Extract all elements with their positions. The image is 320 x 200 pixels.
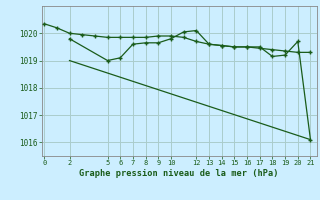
X-axis label: Graphe pression niveau de la mer (hPa): Graphe pression niveau de la mer (hPa): [79, 169, 279, 178]
